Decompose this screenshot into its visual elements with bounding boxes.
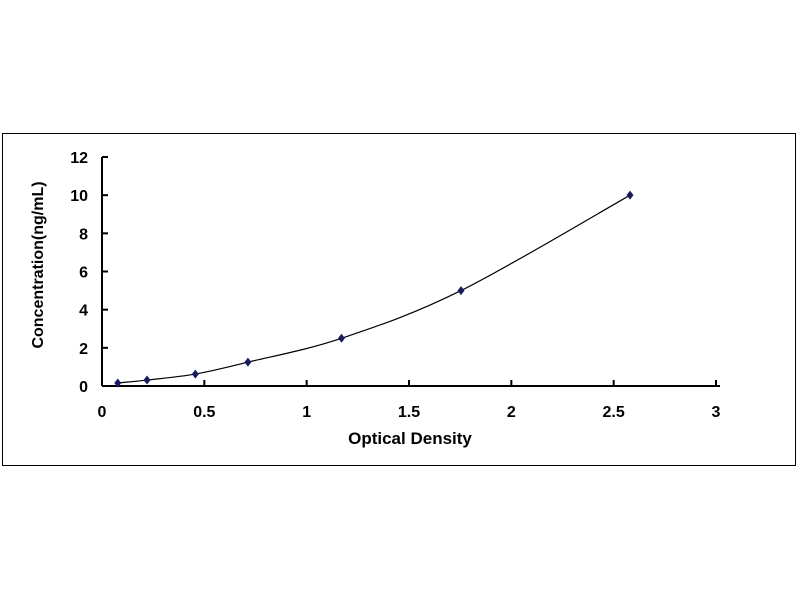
y-tick-label: 2 [79,341,88,358]
x-tick-label: 2.5 [603,404,625,421]
data-point [337,333,345,343]
data-point [114,378,122,388]
y-tick-label: 12 [70,150,88,167]
y-tick-label: 4 [79,303,88,320]
data-point [143,375,151,385]
data-point [626,190,634,200]
chart-frame [2,133,796,466]
y-tick-label: 6 [79,265,88,282]
y-tick-label: 8 [79,226,88,243]
x-tick-label: 3 [712,404,721,421]
x-tick-label: 0 [98,404,107,421]
data-point [191,369,199,379]
data-point [457,286,465,296]
y-axis-label: Concentration(ng/mL) [30,181,47,348]
x-tick-label: 1 [302,404,311,421]
fitted-curve [117,194,631,384]
x-axis-label: Optical Density [348,429,472,448]
data-point [244,357,252,367]
x-tick-label: 1.5 [398,404,420,421]
x-tick-label: 0.5 [193,404,215,421]
y-tick-label: 0 [79,379,88,396]
x-tick-label: 2 [507,404,516,421]
y-tick-label: 10 [70,188,88,205]
